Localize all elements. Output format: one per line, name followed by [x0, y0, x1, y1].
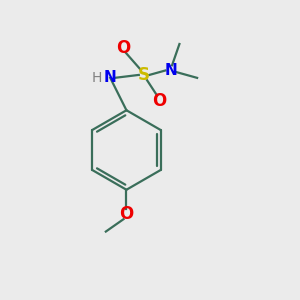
Text: O: O: [119, 205, 134, 223]
Text: H: H: [92, 71, 102, 85]
Text: O: O: [152, 92, 167, 110]
Text: S: S: [138, 66, 150, 84]
Text: N: N: [104, 70, 117, 86]
Text: N: N: [164, 63, 177, 78]
Text: O: O: [116, 39, 130, 57]
